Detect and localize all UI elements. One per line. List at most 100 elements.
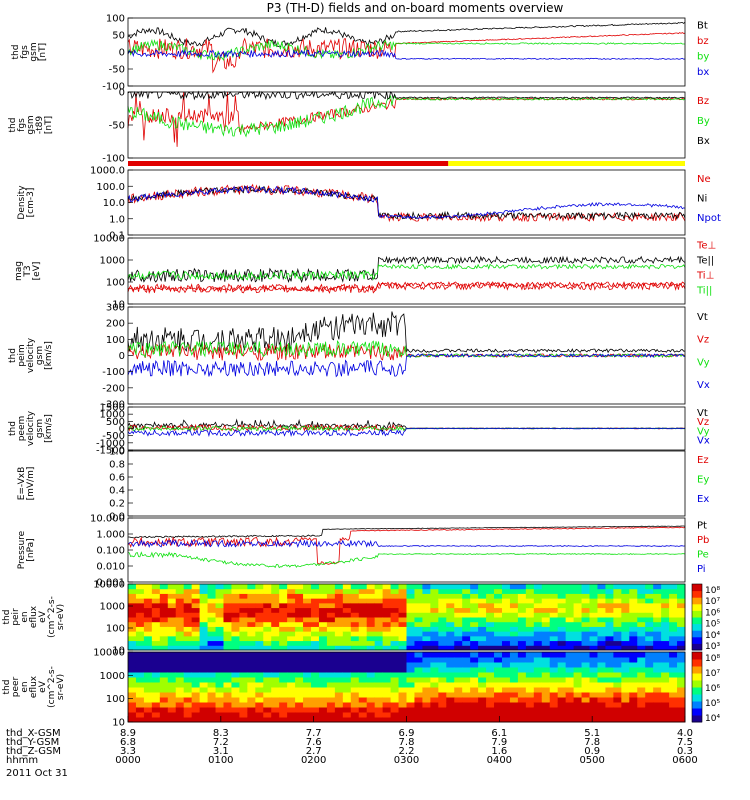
spectrogram-cell [231,707,240,713]
ephemeris-value: 0.3 [677,746,693,757]
spectrogram-cell [605,667,614,673]
spectrogram-cell [517,657,527,663]
spectrogram-cell [541,626,551,632]
spectrogram-cell [374,640,384,646]
spectrogram-cell [549,697,559,703]
y-tick-label: 100 [106,278,125,289]
colorbar-cell [692,593,702,598]
spectrogram-cell [175,645,185,651]
spectrogram-cell [318,602,328,609]
spectrogram-cell [454,687,463,693]
spectrogram-cell [199,692,209,698]
spectrogram-cell [605,717,614,723]
spectrogram-cell [271,612,280,618]
spectrogram-cell [613,712,622,718]
spectrogram-cell [374,707,384,713]
spectrogram-cell [517,707,527,713]
spectrogram-cell [454,621,463,627]
spectrogram-cell [541,662,551,668]
spectrogram-cell [478,687,487,693]
spectrogram-cell [629,717,638,723]
spectrogram-cell [303,702,312,708]
legend-entry: Vx [697,436,710,447]
y-axis-label: [nT] [44,116,54,134]
spectrogram-cell [287,640,296,646]
spectrogram-cell [541,584,551,590]
spectrogram-cell [334,702,344,708]
spectrogram-cell [677,682,686,688]
spectrogram-cell [279,667,288,673]
spectrogram-cell [565,697,575,703]
spectrogram-cell [350,612,360,618]
spectrogram-cell [334,631,344,637]
spectrogram-cell [605,588,614,594]
spectrogram-cell [430,652,439,658]
spectrogram-cell [653,635,662,642]
spectrogram-cell [406,717,415,723]
ephemeris-value: 0500 [579,755,604,766]
spectrogram-cell [231,672,240,678]
spectrogram-cell [207,697,217,703]
y-tick-label: 1.000 [96,530,125,541]
spectrogram-cell [279,607,288,613]
spectrogram-cell [533,626,543,632]
spectrogram-cell [247,677,256,683]
spectrogram-cell [287,584,296,590]
spectrogram-cell [390,612,400,618]
spectrogram-cell [247,667,256,673]
spectrogram-cell [390,617,400,623]
spectrogram-cell [557,667,567,673]
spectrogram-cell [509,682,519,688]
spectrogram-cell [366,712,376,718]
spectrogram-cell [303,621,312,627]
spectrogram-cell [525,593,535,599]
spectrogram-cell [350,662,360,668]
spectrogram-cell [517,717,527,723]
spectrogram-cell [661,677,670,683]
spectrogram-cell [231,626,240,632]
spectrogram-cell [398,717,407,723]
spectrogram-cell [501,640,511,646]
spectrogram-cell [565,662,575,668]
spectrogram-cell [653,631,662,637]
spectrogram-cell [326,657,336,663]
spectrogram-cell [191,702,201,708]
y-tick-label: 10000 [93,234,125,245]
spectrogram-cell [597,584,606,590]
spectrogram-cell [199,593,209,599]
spectrogram-cell [454,672,463,678]
spectrogram-cell [605,602,614,609]
spectrogram-cell [565,607,575,613]
spectrogram-cell [597,593,606,599]
spectrogram-cell [438,626,447,632]
spectrogram-cell [334,652,344,658]
spectrogram-cell [661,657,670,663]
y-tick-label: 100 [106,14,125,25]
spectrogram-cell [430,617,439,623]
y-axis-label: E=-VxB [17,467,27,501]
spectrogram-cell [438,657,447,663]
spectrogram-cell [597,707,606,713]
spectrogram-cell [669,626,678,632]
y-tick-label: 1000.0 [90,166,125,177]
spectrogram-cell [677,584,686,590]
spectrogram-cell [350,712,360,718]
spectrogram-cell [525,717,535,723]
spectrogram-cell [255,621,264,627]
spectrogram-cell [597,682,606,688]
spectrogram-cell [295,707,304,713]
spectrogram-cell [151,667,161,673]
spectrogram-cell [350,626,360,632]
spectrogram-cell [637,657,646,663]
spectrogram-cell [517,635,527,642]
spectrogram-cell [390,717,400,723]
spectrogram-cell [311,602,320,609]
spectrogram-cell [645,652,654,658]
spectrogram-cell [167,657,177,663]
spectrogram-cell [533,682,543,688]
spectrogram-cell [175,617,185,623]
spectrogram-cell [589,612,598,618]
spectrogram-cell [597,631,606,637]
spectrogram-cell [231,607,240,613]
spectrogram-cell [478,635,487,642]
